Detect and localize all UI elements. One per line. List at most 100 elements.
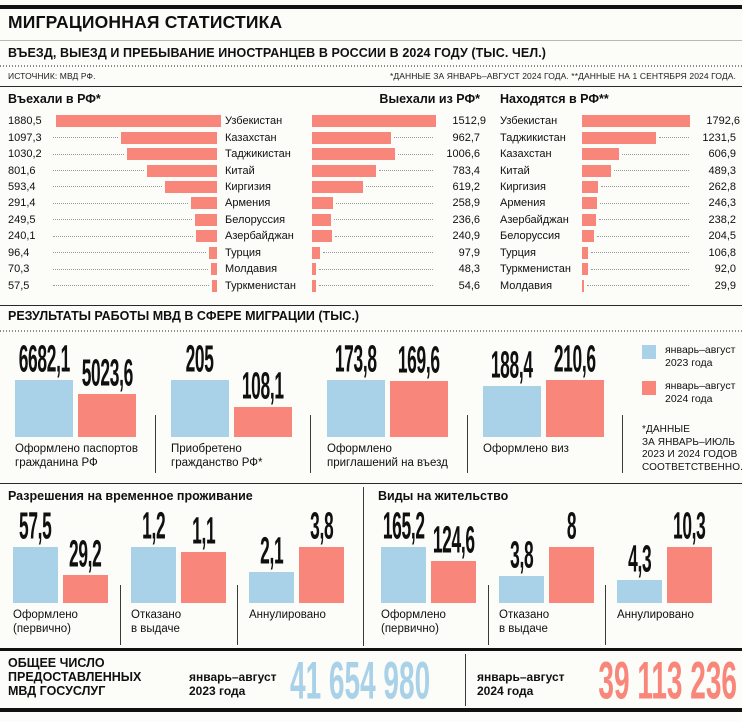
bar-pair: 165,2 124,6 <box>381 507 476 603</box>
chart-row: 249,5 <box>8 212 217 228</box>
group-label: Приобретено гражданство РФ* <box>171 443 263 469</box>
bar-with-value: 1,1 <box>181 509 226 603</box>
chart-row: 57,5 <box>8 277 217 293</box>
bar <box>312 246 320 259</box>
group-divider <box>120 585 121 645</box>
footer-divider <box>465 654 466 706</box>
group-label: Оформлено (первично) <box>381 609 446 635</box>
bar-value-label: 57,5 <box>19 504 52 547</box>
dotted-leader <box>597 235 689 237</box>
bar-value-label: 205 <box>185 337 215 380</box>
dotted-leader <box>334 219 433 221</box>
bar-value-label: 169,6 <box>398 338 440 381</box>
bar <box>582 148 619 161</box>
total-services-2023: 41 654 980 <box>290 652 435 711</box>
bottom-rule <box>0 708 742 712</box>
group-label: Оформлено (первично) <box>13 609 78 635</box>
value-label: 106,8 <box>708 246 736 259</box>
group-label: Оформлено паспортов гражданина РФ <box>15 443 138 469</box>
value-label: 1231,5 <box>702 131 736 144</box>
bar <box>582 263 588 276</box>
country-label: Казахстан <box>500 148 552 161</box>
chart-row: 619,2 <box>312 179 480 195</box>
temporary-residence-title: Разрешения на временное проживание <box>8 489 253 503</box>
value-label: 1512,9 <box>452 115 486 128</box>
bar <box>234 407 292 437</box>
trp-refused-group: 1,2 1,1 Отказано в выдаче <box>131 507 226 636</box>
bar-with-value: 57,5 <box>13 507 58 603</box>
bar <box>15 380 73 437</box>
dotted-leader <box>323 252 433 254</box>
bar <box>312 197 333 210</box>
country-label: Турция <box>225 246 261 259</box>
bar <box>56 115 221 128</box>
chart-row: 258,9 <box>312 195 480 211</box>
chart-row: 240,1 <box>8 228 217 244</box>
dotted-leader <box>53 268 208 270</box>
bar <box>249 572 294 603</box>
dotted-leader <box>379 170 433 172</box>
value-label: 1097,3 <box>8 131 42 144</box>
chart-row: 1880,5 <box>8 113 221 129</box>
dotted-divider <box>0 330 742 332</box>
bar <box>546 380 604 437</box>
source-row: ИСТОЧНИК: МВД РФ. *ДАННЫЕ ЗА ЯНВАРЬ–АВГУ… <box>8 71 736 81</box>
bar-value-label: 1,1 <box>191 509 216 552</box>
passports-group: 6682,1 5023,6 Оформлено паспортов граждани… <box>15 340 138 470</box>
chart-row: 801,6 <box>8 162 217 178</box>
divider <box>0 483 742 484</box>
bar-value-label: 2,1 <box>259 529 284 572</box>
group-label: Оформлено виз <box>483 443 569 455</box>
value-label: 246,3 <box>708 197 736 210</box>
bar <box>181 552 226 603</box>
chart-row: 92,0 <box>582 261 736 277</box>
dotted-leader <box>394 137 433 139</box>
group-divider <box>467 415 468 473</box>
chart-title-entered: Въехали в РФ* <box>8 92 101 106</box>
value-label: 258,9 <box>452 197 480 210</box>
group-divider <box>155 415 156 473</box>
total-services-2023-value: 41 654 980 <box>290 652 431 711</box>
bar-with-value: 188,4 <box>483 346 541 437</box>
bar <box>312 213 331 226</box>
source-label: ИСТОЧНИК: МВД РФ. <box>8 71 96 81</box>
bar <box>312 115 436 128</box>
dotted-leader <box>53 153 124 155</box>
chart-row: 29,9 <box>582 277 736 293</box>
chart-row: 1792,6 <box>582 113 740 129</box>
bar <box>212 279 217 292</box>
dotted-leader <box>659 137 689 139</box>
bar-with-value: 205 <box>171 337 229 437</box>
dotted-leader <box>614 170 689 172</box>
bar <box>582 213 596 226</box>
value-label: 48,3 <box>458 263 480 276</box>
bar-value-label: 3,8 <box>309 504 334 547</box>
total-services-2024: 39 113 236 <box>585 655 737 708</box>
chart-row: 593,4 <box>8 179 217 195</box>
chart-row: 54,6 <box>312 277 480 293</box>
legend-label-2024: январь–август 2024 года <box>665 380 736 405</box>
bar <box>312 180 363 193</box>
bar-pair: 4,3 10,3 <box>617 507 712 603</box>
rp-refused-group: 3,8 8 Отказано в выдаче <box>499 507 594 636</box>
chart-row: 606,9 <box>582 146 736 162</box>
country-label: Белоруссия <box>225 213 286 226</box>
bar <box>127 148 217 161</box>
dotted-leader <box>53 186 162 188</box>
dotted-leader <box>600 202 689 204</box>
bar <box>63 575 108 603</box>
bar <box>499 576 544 603</box>
bar-with-value: 108,1 <box>234 367 292 437</box>
chart-row: 106,8 <box>582 245 736 261</box>
divider <box>0 40 742 41</box>
bar-with-value: 165,2 <box>381 507 426 603</box>
top-rule <box>0 5 742 9</box>
bar <box>381 547 426 603</box>
value-label: 801,6 <box>8 164 36 177</box>
country-label: Таджикистан <box>500 131 566 144</box>
bar-pair: 57,5 29,2 <box>13 507 108 603</box>
bar <box>312 131 391 144</box>
dotted-leader <box>398 153 433 155</box>
bar <box>327 380 385 437</box>
bar-with-value: 169,6 <box>390 341 448 437</box>
